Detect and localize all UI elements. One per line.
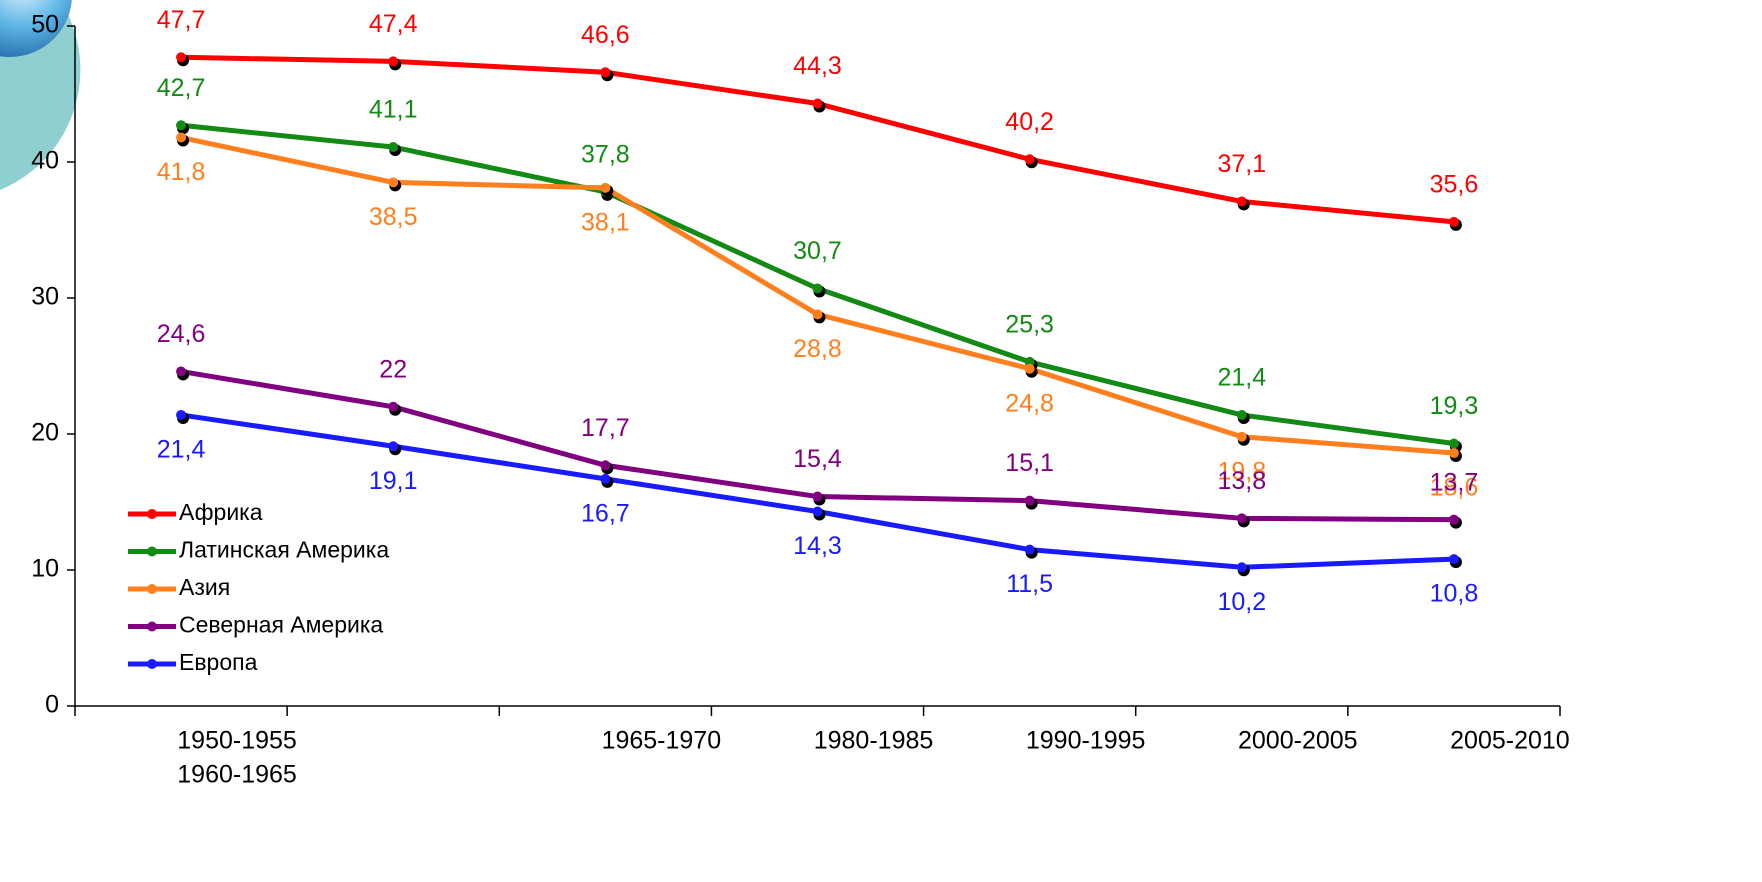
marker (600, 473, 611, 484)
data-label: 40,2 (1005, 108, 1054, 136)
marker (388, 142, 399, 153)
data-label: 15,4 (793, 445, 842, 473)
data-label: 11,5 (1006, 570, 1053, 598)
y-tick-label: 10 (31, 555, 59, 583)
data-label: 44,3 (793, 52, 842, 80)
x-tick-label: 1965-1970 (602, 727, 722, 755)
marker (1448, 438, 1459, 449)
legend-label: Латинская Америка (179, 537, 389, 563)
x-tick-label: 1990-1995 (1026, 727, 1146, 755)
marker (176, 132, 187, 143)
data-label: 19,3 (1430, 392, 1479, 420)
legend-marker (147, 546, 157, 557)
series-line (181, 54, 1455, 225)
marker (1448, 216, 1459, 227)
y-tick-label: 30 (31, 283, 59, 311)
marker (1448, 554, 1459, 565)
marker (1024, 154, 1035, 165)
data-label: 17,7 (581, 414, 630, 442)
legend-marker (147, 509, 157, 519)
marker (812, 506, 823, 517)
data-label: 15,1 (1005, 449, 1054, 477)
data-label: 19,1 (369, 467, 418, 495)
legend-marker (147, 621, 157, 632)
data-label: 21,4 (1217, 364, 1266, 392)
marker (600, 182, 611, 193)
legend-label: Африка (179, 499, 263, 525)
data-label: 18,6 (1430, 474, 1479, 502)
data-label: 38,1 (581, 208, 630, 236)
marker (812, 309, 823, 320)
marker (812, 283, 823, 294)
marker (176, 120, 187, 131)
data-label: 25,3 (1005, 311, 1054, 339)
data-label: 41,1 (369, 96, 418, 124)
data-label: 30,7 (793, 237, 842, 265)
marker (1236, 431, 1247, 442)
globe-icon (0, 0, 72, 57)
data-label: 35,6 (1430, 170, 1479, 198)
x-tick-label: 1950-1955 (177, 727, 297, 755)
marker (1236, 196, 1247, 207)
data-label: 28,8 (793, 335, 842, 363)
marker (1236, 409, 1247, 420)
data-label: 21,4 (157, 436, 206, 464)
data-label: 24,6 (157, 320, 206, 348)
data-label: 24,8 (1005, 389, 1054, 417)
marker (388, 441, 399, 452)
data-label: 10,2 (1217, 588, 1266, 616)
legend-marker (147, 584, 157, 594)
data-label: 46,6 (581, 21, 630, 49)
marker (1236, 513, 1247, 524)
legend-label: Азия (179, 574, 230, 600)
marker (812, 491, 823, 502)
marker (600, 460, 611, 471)
y-tick-label: 0 (45, 691, 59, 719)
legend-label: Северная Америка (179, 612, 383, 638)
data-label: 37,8 (581, 141, 630, 169)
x-tick-label: 1980-1985 (814, 727, 934, 755)
legend-marker (147, 659, 157, 669)
x-tick-label: 2005-2010 (1450, 727, 1570, 755)
data-label: 16,7 (581, 499, 630, 527)
marker (1236, 562, 1247, 573)
x-tick-label: 2000-2005 (1238, 727, 1358, 755)
marker (1448, 514, 1459, 525)
y-tick-label: 20 (31, 419, 59, 447)
marker (1024, 544, 1035, 555)
data-label: 14,3 (793, 532, 842, 560)
marker (388, 177, 399, 188)
data-label: 10,8 (1430, 580, 1479, 608)
marker (388, 56, 399, 67)
marker (600, 67, 611, 78)
marker (176, 366, 187, 377)
marker (176, 409, 187, 420)
x-tick-label: 1960-1965 (177, 761, 297, 789)
data-label: 13,7 (1430, 468, 1479, 496)
legend-label: Европа (179, 649, 258, 675)
marker (1448, 448, 1459, 459)
marker (1024, 495, 1035, 506)
data-label: 47,7 (157, 6, 206, 34)
data-label: 37,1 (1217, 150, 1266, 178)
data-label: 38,5 (369, 203, 418, 231)
data-label: 22 (379, 355, 407, 383)
data-label: 41,8 (157, 158, 206, 186)
y-tick-label: 50 (31, 11, 59, 39)
y-tick-label: 40 (31, 147, 59, 175)
data-label: 47,4 (369, 10, 418, 38)
data-label: 13,8 (1217, 467, 1266, 495)
marker (812, 98, 823, 109)
marker (176, 52, 187, 63)
marker (388, 401, 399, 412)
data-label: 42,7 (157, 74, 206, 102)
data-label: 19,8 (1217, 457, 1266, 485)
marker (1024, 363, 1035, 374)
